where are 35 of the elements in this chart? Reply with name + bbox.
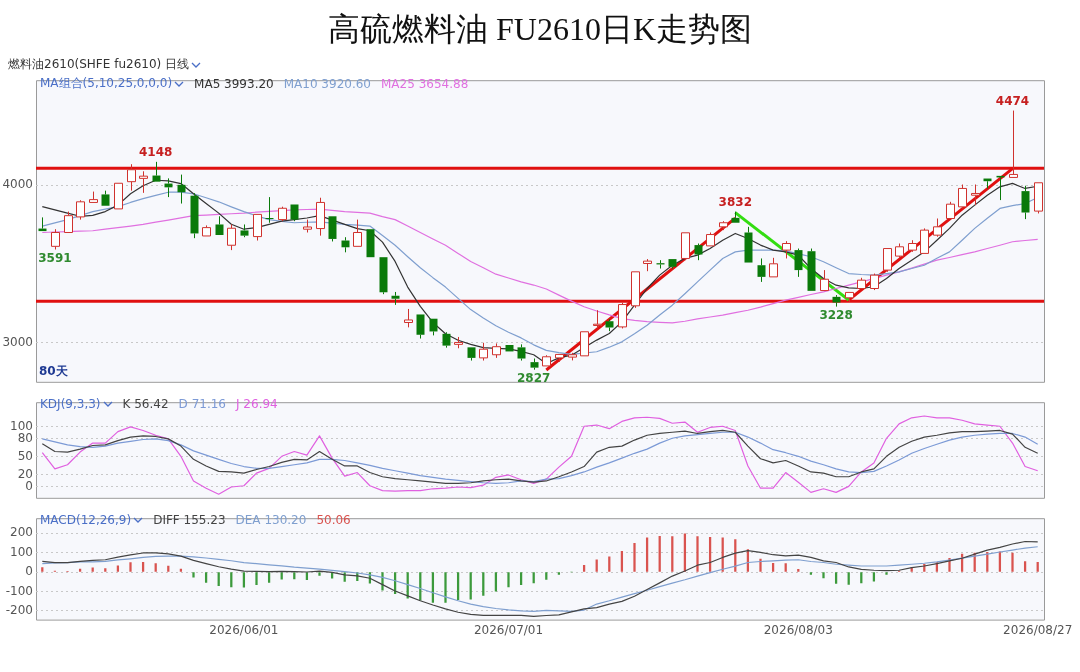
x-tick-label: 2026/08/27 — [1003, 622, 1073, 637]
text: 2827 — [517, 370, 551, 385]
y-tick-label: 80 — [17, 431, 33, 445]
text: DIFF 155.23 — [153, 513, 226, 527]
x-tick-label: 2026/06/01 — [209, 622, 279, 637]
text: MA10 3920.60 — [283, 76, 371, 91]
text: 4474 — [995, 93, 1030, 108]
y-tick-label: 3000 — [2, 334, 33, 349]
text: 3591 — [38, 250, 72, 265]
x-tick-label: 2026/08/03 — [763, 622, 833, 637]
text: MA25 3654.88 — [381, 76, 469, 91]
chart-title: 高硫燃料油 FU2610日K走势图 — [327, 10, 753, 49]
y-tick-label: 4000 — [2, 177, 33, 192]
text: K 56.42 — [122, 397, 169, 411]
y-tick-label: 0 — [25, 479, 33, 494]
legend-title: MA组合(5,10,25,0,0,0) — [40, 75, 174, 92]
legend-title: MACD(12,26,9) — [40, 513, 133, 527]
text: MA5 3993.20 — [194, 76, 274, 91]
text: 4148 — [139, 144, 173, 159]
y-tick-label: 100 — [10, 544, 33, 559]
y-tick-label: 50 — [17, 449, 33, 464]
y-tick-label: 100 — [10, 418, 33, 433]
y-tick-label: -200 — [5, 602, 33, 617]
annotation: 80天 — [39, 363, 69, 378]
legend-title: KDJ(9,3,3) — [40, 397, 102, 411]
text: 3832 — [718, 194, 752, 209]
chart-subtitle: 燃料油2610(SHFE fu2610) 日线 — [8, 56, 190, 73]
y-tick-label: 200 — [10, 525, 33, 540]
y-tick-label: 20 — [17, 467, 33, 482]
x-tick-label: 2026/07/01 — [473, 622, 544, 637]
text: J 26.94 — [236, 397, 278, 411]
y-tick-label: -100 — [5, 583, 33, 598]
text: 3228 — [819, 307, 853, 322]
text: 50.06 — [316, 513, 351, 527]
y-tick-label: 0 — [25, 564, 33, 579]
